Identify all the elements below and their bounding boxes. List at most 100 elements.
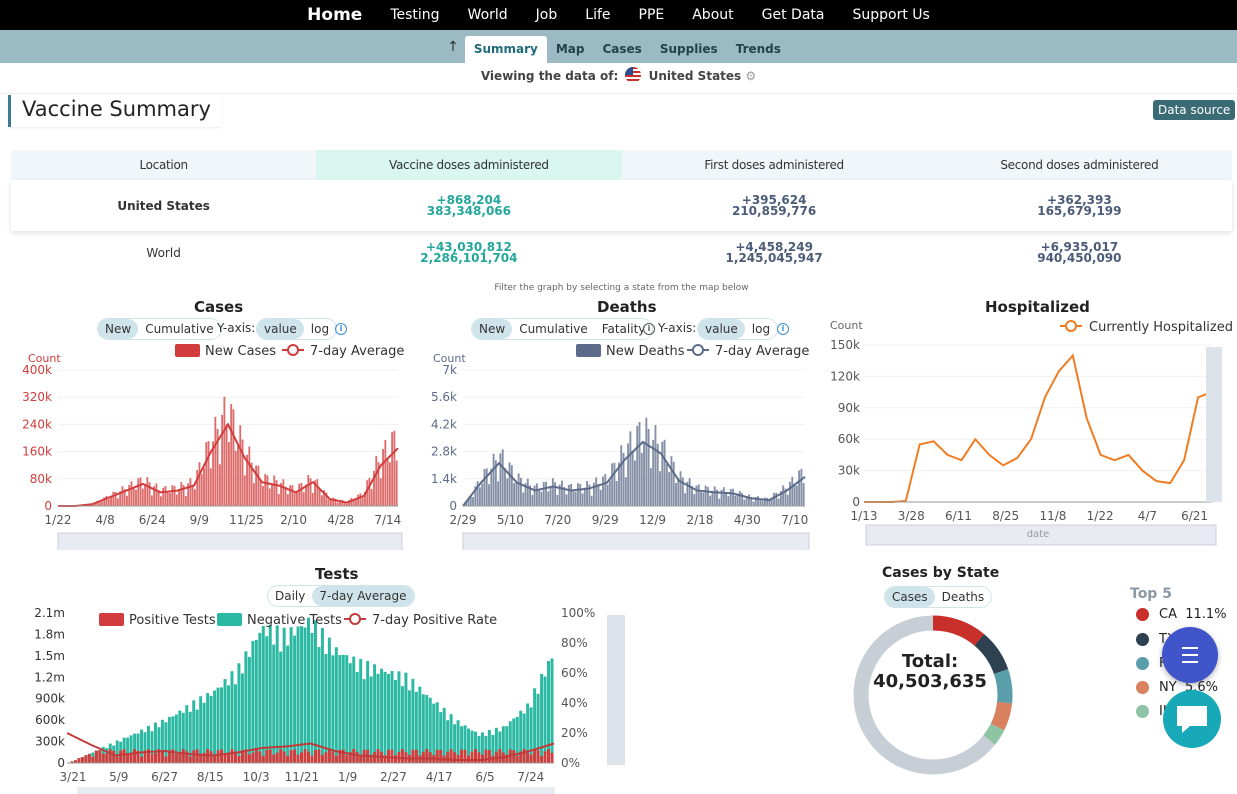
- negative-bar: [188, 711, 192, 763]
- nav-life[interactable]: Life: [585, 7, 611, 23]
- data-source-button[interactable]: Data source: [1153, 100, 1236, 120]
- deaths-value-toggle[interactable]: value: [698, 319, 745, 339]
- hospitalized-chart[interactable]: 0 30k 60k 90k 120k 150k Count 1/13 3/28 6/11 8/25 1…: [822, 315, 1232, 550]
- positive-bar: [526, 752, 530, 763]
- data-bar: [727, 496, 730, 506]
- data-bar: [606, 484, 609, 506]
- data-bar: [725, 492, 728, 506]
- deaths-new-toggle[interactable]: New: [472, 319, 513, 339]
- negative-bar: [397, 671, 401, 763]
- negative-bar: [435, 702, 439, 763]
- x-tick-label: 2/10: [280, 513, 307, 527]
- x-tick-label: 7/14: [374, 513, 401, 527]
- data-bar: [547, 491, 550, 506]
- negative-bar: [508, 721, 512, 763]
- cell-second: +362,393 165,679,199: [927, 180, 1232, 231]
- negative-bar: [550, 658, 554, 763]
- info-icon[interactable]: i: [335, 323, 347, 335]
- cases-new-toggle[interactable]: New: [98, 319, 139, 339]
- data-bar: [180, 482, 183, 506]
- positive-bar: [213, 756, 217, 763]
- negative-bar: [209, 695, 213, 763]
- deaths-log-toggle[interactable]: log: [751, 322, 771, 336]
- tab-supplies[interactable]: Supplies: [659, 42, 718, 56]
- nav-home[interactable]: Home: [307, 5, 363, 25]
- viewing-country[interactable]: United States: [648, 69, 742, 83]
- data-bar: [141, 488, 144, 506]
- tab-cases[interactable]: Cases: [602, 42, 642, 56]
- negative-bar: [272, 644, 276, 763]
- data-bar: [275, 480, 278, 506]
- data-bar: [741, 493, 744, 506]
- data-bar: [752, 501, 755, 506]
- data-bar: [305, 484, 307, 506]
- viewing-bar: Viewing the data of: United States ⚙: [0, 67, 1237, 83]
- positive-bar: [282, 751, 286, 763]
- header-second-doses[interactable]: Second doses administered: [1000, 158, 1159, 172]
- nav-world[interactable]: World: [467, 7, 508, 23]
- deaths-cumulative-toggle[interactable]: Cumulative: [519, 322, 588, 336]
- positive-bar: [157, 749, 161, 763]
- negative-bar: [338, 655, 342, 763]
- data-bar: [196, 470, 199, 506]
- deaths-fatality-toggle[interactable]: Fatality: [601, 322, 646, 336]
- table-row: World +43,030,812 2,286,101,704 +4,458,24…: [11, 231, 1232, 275]
- header-first-doses[interactable]: First doses administered: [704, 158, 844, 172]
- negative-bar: [540, 673, 544, 763]
- data-bar: [508, 462, 511, 506]
- nav-ppe[interactable]: PPE: [638, 7, 665, 23]
- positive-bar: [77, 758, 81, 763]
- x-tick-label: 3/28: [898, 509, 925, 523]
- tests-daily-toggle[interactable]: Daily: [275, 589, 306, 603]
- tab-map[interactable]: Map: [555, 42, 585, 56]
- arrow-up-icon[interactable]: ↑: [447, 39, 459, 55]
- chat-fab-button[interactable]: [1163, 690, 1221, 748]
- divider: [0, 93, 1237, 94]
- data-bar: [205, 442, 208, 506]
- nav-get-data[interactable]: Get Data: [761, 7, 825, 23]
- tab-trends[interactable]: Trends: [735, 42, 781, 56]
- negative-bar: [425, 695, 429, 763]
- table-header: Location Vaccine doses administered Firs…: [11, 150, 1232, 180]
- x-tick-label: 3/21: [60, 770, 87, 784]
- data-bar: [323, 490, 326, 506]
- avg-line: [58, 422, 399, 507]
- data-bar: [590, 495, 593, 506]
- info-icon[interactable]: i: [777, 323, 789, 335]
- positive-bar: [181, 749, 185, 763]
- cases-log-toggle[interactable]: log: [310, 322, 330, 336]
- nav-about[interactable]: About: [692, 7, 734, 23]
- cases-value-toggle[interactable]: value: [257, 319, 304, 339]
- data-bar: [786, 494, 789, 506]
- menu-fab-button[interactable]: [1162, 627, 1218, 683]
- info-icon[interactable]: i: [643, 323, 655, 335]
- cases-cumulative-toggle[interactable]: Cumulative: [145, 322, 214, 336]
- nav-testing[interactable]: Testing: [390, 7, 440, 23]
- y-tick-label: 4.2k: [431, 417, 457, 431]
- x-tick-label: 6/27: [151, 770, 178, 784]
- header-vaccine-doses[interactable]: Vaccine doses administered: [316, 150, 622, 180]
- gear-icon[interactable]: ⚙: [745, 69, 757, 83]
- data-bar: [583, 487, 586, 506]
- tab-summary[interactable]: Summary: [464, 36, 547, 63]
- tests-chart[interactable]: 0 300k 600k 900k 1.2m 1.5m 1.8m 2.1m 0% 20% 40% 60%…: [25, 603, 635, 794]
- top5-item[interactable]: CA 11.1%: [1136, 607, 1227, 622]
- hospitalized-title: Hospitalized: [985, 298, 1090, 316]
- data-bar: [517, 473, 520, 506]
- positive-bar: [251, 752, 255, 763]
- by-state-cases-toggle[interactable]: Cases: [885, 587, 935, 607]
- y2-tick-label: 20%: [561, 726, 588, 740]
- nav-support-us[interactable]: Support Us: [852, 7, 930, 23]
- by-state-donut[interactable]: [845, 608, 1025, 788]
- negative-bar: [258, 632, 262, 763]
- tests-7day-toggle[interactable]: 7-day Average: [312, 586, 414, 606]
- data-bar: [209, 468, 212, 506]
- data-bar: [597, 484, 600, 506]
- positive-bar: [498, 749, 502, 763]
- cases-title: Cases: [194, 298, 244, 316]
- data-bar: [634, 460, 636, 506]
- by-state-deaths-toggle[interactable]: Deaths: [941, 590, 985, 604]
- nav-job[interactable]: Job: [535, 7, 558, 23]
